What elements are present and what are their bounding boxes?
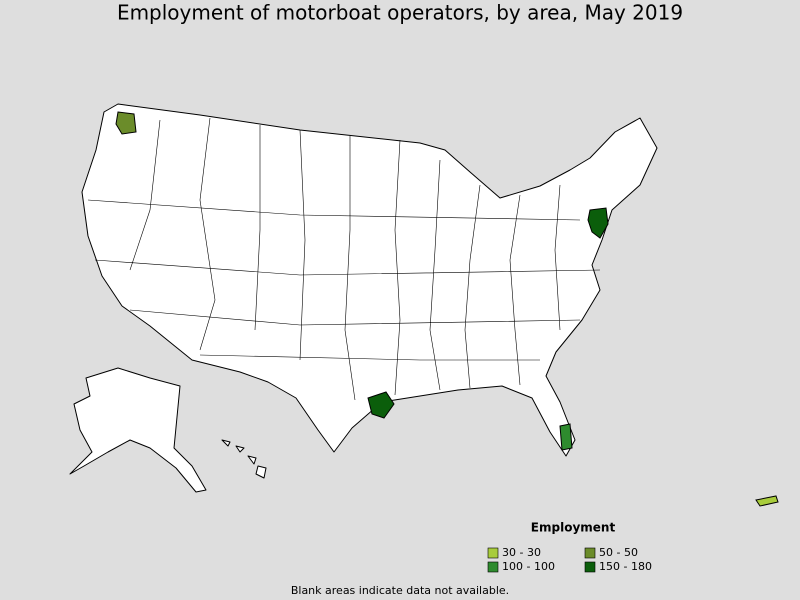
- hawaii: [221, 439, 267, 479]
- legend-label: 100 - 100: [502, 560, 555, 573]
- alaska: [69, 367, 207, 493]
- footnote: Blank areas indicate data not available.: [291, 584, 509, 597]
- region-seattle: [115, 111, 137, 135]
- region-puerto-rico: [755, 495, 779, 507]
- legend-title: Employment: [531, 521, 616, 535]
- map: [69, 103, 779, 507]
- legend-swatch: [487, 561, 499, 573]
- boundaries: [87, 117, 601, 401]
- legend-label: 150 - 180: [599, 560, 652, 573]
- legend-swatch: [584, 561, 596, 573]
- legend-label: 50 - 50: [599, 546, 638, 559]
- region-new-york: [587, 207, 609, 239]
- region-houston: [367, 391, 395, 419]
- legend-swatch: [487, 547, 499, 559]
- lower-48: [81, 103, 658, 457]
- legend-swatch: [584, 547, 596, 559]
- region-miami: [559, 423, 573, 451]
- legend-label: 30 - 30: [502, 546, 541, 559]
- legend: Employment 30 - 30 50 - 50 100 - 100 150 - …: [487, 521, 652, 573]
- title: Employment of motorboat operators, by ar…: [117, 1, 683, 25]
